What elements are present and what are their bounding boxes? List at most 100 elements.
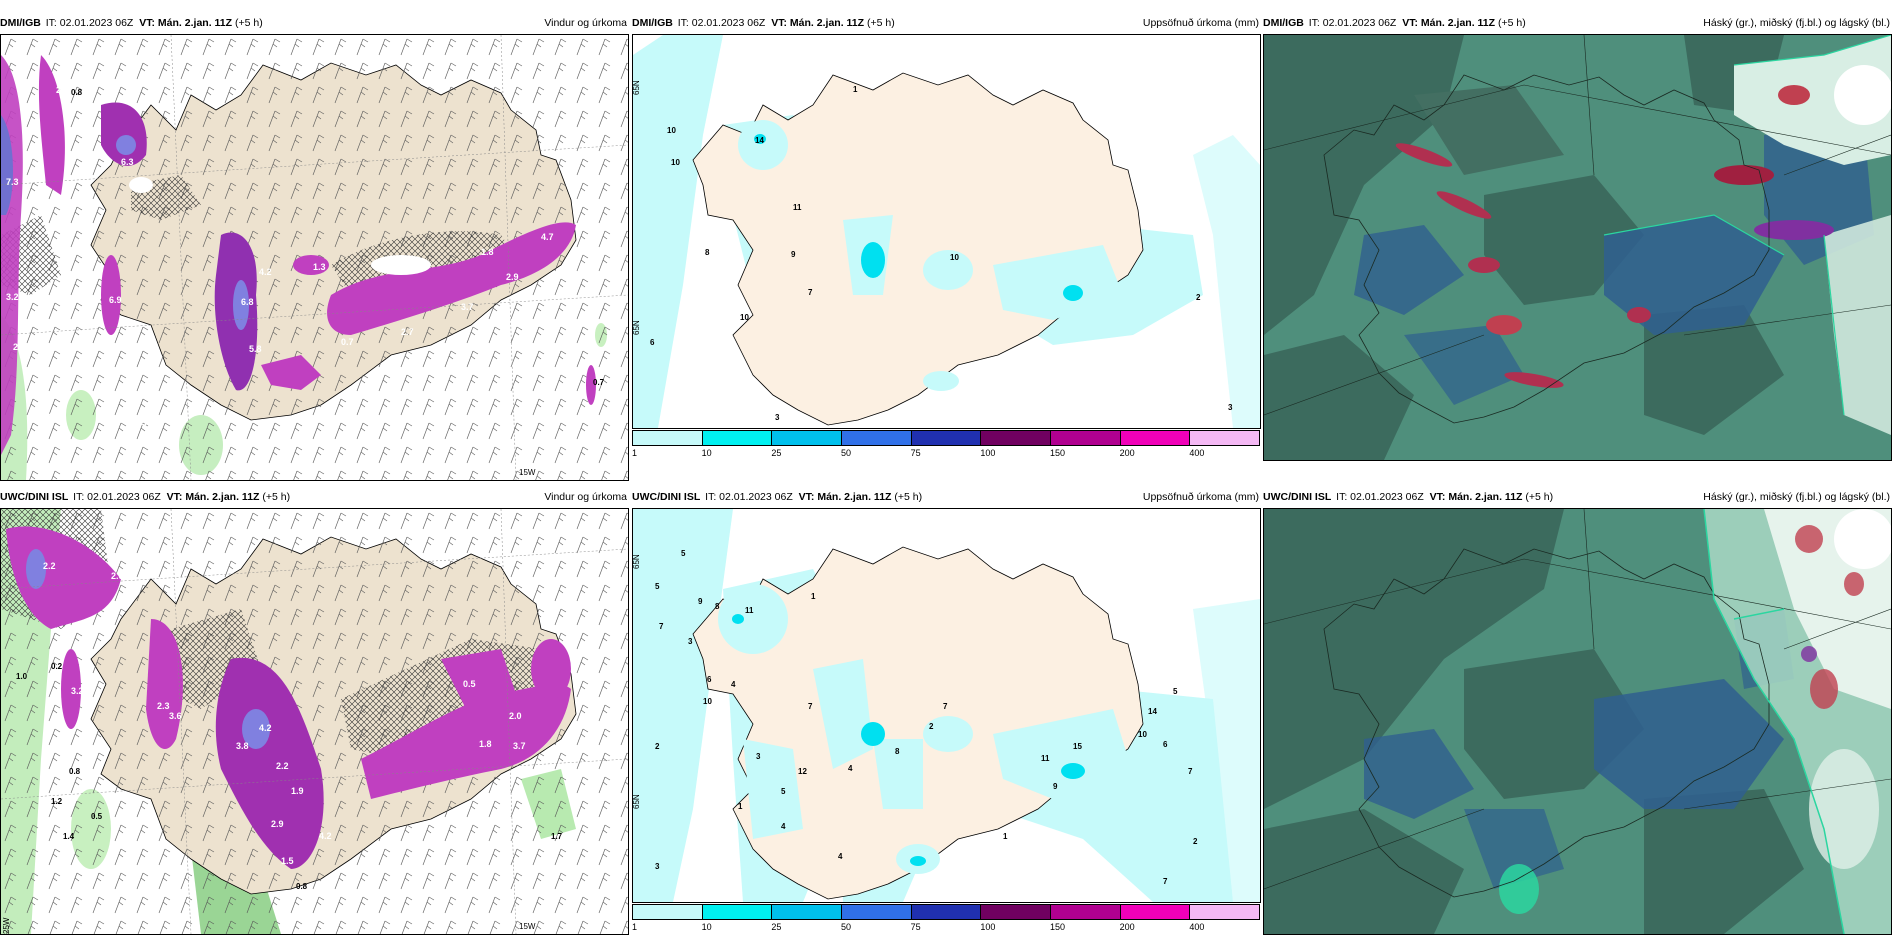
svg-text:0.8: 0.8 <box>296 882 308 891</box>
svg-text:9: 9 <box>698 597 703 606</box>
svg-text:2.8: 2.8 <box>13 342 26 352</box>
colorbar-tick-label: 50 <box>841 922 852 932</box>
colorbar-tick-label: 150 <box>1050 922 1066 932</box>
panel-title: Uppsöfnuð úrkoma (mm) <box>1142 491 1259 503</box>
svg-text:6: 6 <box>650 338 655 347</box>
svg-text:3: 3 <box>775 413 780 422</box>
colorbar-swatch <box>1119 904 1191 920</box>
svg-text:9: 9 <box>791 250 796 259</box>
svg-text:4: 4 <box>838 852 843 861</box>
red-cloud-patches <box>1395 85 1834 388</box>
svg-text:3: 3 <box>655 862 660 871</box>
svg-text:1.4: 1.4 <box>63 832 75 841</box>
svg-text:1.3: 1.3 <box>313 262 326 272</box>
svg-text:1.0: 1.0 <box>16 672 28 681</box>
panel-title: Vindur og úrkoma <box>544 491 627 503</box>
svg-text:5.8: 5.8 <box>249 344 262 354</box>
svg-text:1.9: 1.9 <box>291 786 304 796</box>
svg-text:2.2: 2.2 <box>43 561 56 571</box>
map-frame <box>1263 508 1892 935</box>
svg-text:9: 9 <box>1053 782 1058 791</box>
init-time: IT: 02.01.2023 06Z <box>45 17 134 29</box>
map-frame: 15W 25W 2.2 2.6 1.0 0.2 3.2 0.8 1.2 0.5 … <box>0 508 629 935</box>
svg-text:8: 8 <box>705 248 710 257</box>
svg-text:4.2: 4.2 <box>259 723 272 733</box>
svg-text:3.2: 3.2 <box>71 686 84 696</box>
precip-value-labels: 2.6 0.8 7.3 3.2 2.8 1.5 6.3 6.9 4.2 6.8 … <box>6 85 605 427</box>
svg-text:6.9: 6.9 <box>109 295 122 305</box>
svg-text:3.6: 3.6 <box>169 711 182 721</box>
colorbar-tick-label: 200 <box>1119 448 1135 458</box>
svg-text:2: 2 <box>929 722 934 731</box>
precip-patches-on-land <box>718 584 1133 874</box>
panel-title: Háský (gr.), miðský (fj.bl.) og lágský (… <box>1703 17 1890 29</box>
svg-text:7: 7 <box>808 288 813 297</box>
svg-text:10: 10 <box>703 697 712 706</box>
svg-text:0.2: 0.2 <box>51 662 63 671</box>
valid-time: VT: Mán. 2.jan. 11Z <box>798 491 892 503</box>
map-frame: 5 5 9 8 11 1 7 3 6 4 10 2 3 7 12 5 4 1 4… <box>632 508 1261 903</box>
panel-dmi-wind: DMI/IGB IT: 02.01.2023 06Z VT: Mán. 2.ja… <box>0 12 629 481</box>
precip-patches-on-land <box>738 120 1123 391</box>
lead-time: (+5 h) <box>234 17 263 29</box>
colorbar-swatch <box>632 430 703 446</box>
svg-text:1.5: 1.5 <box>281 856 294 866</box>
model-source: UWC/DINI ISL <box>632 491 701 503</box>
colorbar-swatch <box>1050 430 1121 446</box>
colorbar-swatch <box>1189 430 1260 446</box>
svg-text:2.6: 2.6 <box>111 571 124 581</box>
svg-text:2: 2 <box>655 742 660 751</box>
lead-time: (+5 h) <box>262 491 291 503</box>
svg-text:4.2: 4.2 <box>319 831 332 841</box>
svg-text:0.8: 0.8 <box>71 88 83 97</box>
svg-text:4.2: 4.2 <box>259 267 272 277</box>
svg-text:15: 15 <box>1073 742 1082 751</box>
panel-uwc-wind: UWC/DINI ISL IT: 02.01.2023 06Z VT: Mán.… <box>0 486 629 949</box>
svg-text:5: 5 <box>1173 687 1178 696</box>
svg-text:0.7: 0.7 <box>341 337 354 347</box>
valid-time: VT: Mán. 2.jan. 11Z <box>1429 491 1523 503</box>
lat-label: 65N <box>633 80 641 95</box>
panel-header: UWC/DINI ISL IT: 02.01.2023 06Z VT: Mán.… <box>0 486 629 508</box>
colorbar: 1 10 25 50 75 100 150 200 400 <box>632 904 1261 934</box>
colorbar-tick-label: 1 <box>632 448 638 458</box>
lead-time: (+5 h) <box>894 491 923 503</box>
precip-value-labels: 1 10 10 14 11 8 9 7 10 6 3 10 2 3 <box>650 85 1233 422</box>
svg-text:5: 5 <box>681 549 686 558</box>
panel-header: DMI/IGB IT: 02.01.2023 06Z VT: Mán. 2.ja… <box>1263 12 1892 34</box>
region-borders <box>1264 509 1891 890</box>
colorbar-swatch <box>910 904 982 920</box>
svg-text:4.7: 4.7 <box>541 232 554 242</box>
svg-text:10: 10 <box>667 126 676 135</box>
cloud-cover-map <box>1264 35 1891 460</box>
magenta-precip-areas <box>1 55 596 455</box>
svg-text:10: 10 <box>1138 730 1147 739</box>
graticule <box>1 35 628 480</box>
svg-text:11: 11 <box>1041 754 1050 763</box>
panel-dmi-precip: DMI/IGB IT: 02.01.2023 06Z VT: Mán. 2.ja… <box>632 12 1261 475</box>
model-source: DMI/IGB <box>0 17 41 29</box>
svg-text:2.0: 2.0 <box>509 711 522 721</box>
init-time: IT: 02.01.2023 06Z <box>1336 491 1424 503</box>
graticule <box>1 509 628 934</box>
svg-text:1.8: 1.8 <box>479 739 492 749</box>
svg-text:4: 4 <box>848 764 853 773</box>
svg-text:2: 2 <box>1193 837 1198 846</box>
precip-value-labels: 2.2 2.6 1.0 0.2 3.2 0.8 1.2 0.5 1.4 2.3 … <box>16 561 563 891</box>
colorbar-tick-label: 100 <box>980 448 996 458</box>
init-time: IT: 02.01.2023 06Z <box>73 491 161 503</box>
colorbar-swatch <box>1119 430 1191 446</box>
colorbar-tick-label: 10 <box>701 922 712 932</box>
svg-text:11: 11 <box>793 203 802 212</box>
lon-label: 15W <box>519 468 536 477</box>
map-frame <box>1263 34 1892 461</box>
white-cloud-areas <box>129 177 431 275</box>
colorbar-tick-label: 75 <box>910 922 921 932</box>
lat-label: 65N <box>633 320 641 335</box>
colorbar-tick-label: 400 <box>1189 448 1205 458</box>
svg-text:7: 7 <box>1163 877 1168 886</box>
panel-dmi-clouds: DMI/IGB IT: 02.01.2023 06Z VT: Mán. 2.ja… <box>1263 12 1892 475</box>
svg-text:3.7: 3.7 <box>461 302 474 312</box>
panel-header: UWC/DINI ISL IT: 02.01.2023 06Z VT: Mán.… <box>1263 486 1892 508</box>
lat-label: 65N <box>633 554 641 569</box>
